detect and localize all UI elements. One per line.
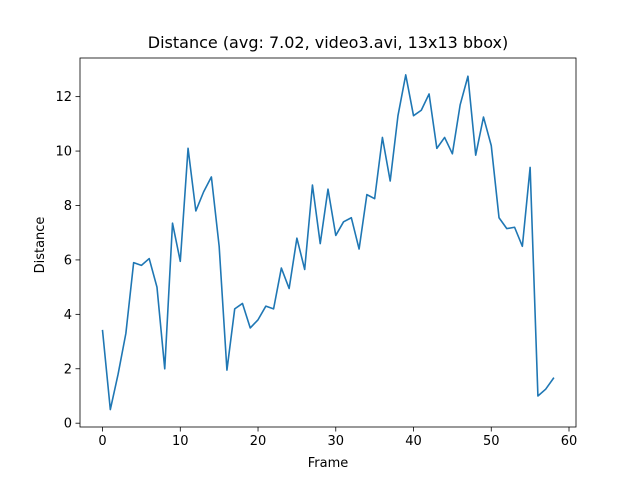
y-tick-label: 8 (64, 199, 72, 214)
y-tick-label: 10 (55, 145, 72, 160)
x-tick-label: 30 (328, 434, 345, 449)
y-tick-label: 12 (55, 90, 72, 105)
x-axis-label: Frame (308, 456, 349, 471)
y-tick-label: 4 (64, 308, 72, 323)
x-tick-label: 0 (98, 434, 106, 449)
chart-title: Distance (avg: 7.02, video3.avi, 13x13 b… (148, 33, 508, 52)
axes-frame (79, 57, 577, 428)
x-tick-label: 60 (561, 434, 578, 449)
y-tick-label: 0 (64, 417, 72, 432)
y-tick-label: 6 (64, 253, 72, 268)
y-axis-label: Distance (33, 217, 48, 274)
x-tick-label: 40 (405, 434, 422, 449)
x-tick-label: 20 (250, 434, 267, 449)
y-tick-label: 2 (64, 362, 72, 377)
x-tick-label: 50 (483, 434, 500, 449)
x-tick-label: 10 (172, 434, 189, 449)
plot-area: 0 10 20 30 40 50 60 0 2 4 6 8 10 12 (55, 57, 578, 449)
data-line-series-0 (101, 74, 555, 411)
